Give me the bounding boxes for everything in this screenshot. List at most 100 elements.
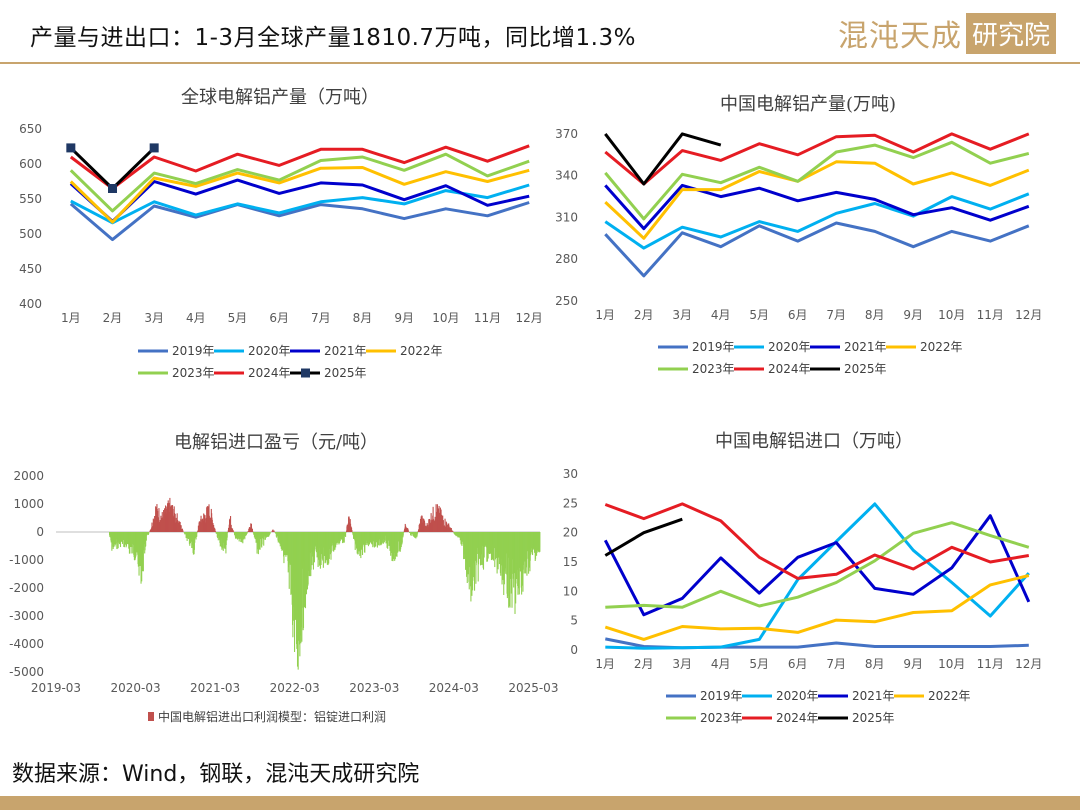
x-tick-label: 3月 [672,657,692,671]
y-tick-label: 370 [555,127,578,141]
chart-title: 中国电解铝进口（万吨） [715,431,913,452]
china-imports-chart-svg: 中国电解铝进口（万吨） 0 5 10 15 20 25 30 1月 2月 3月 4月 5月 6月 7月 8月 9… [563,431,1043,725]
x-tick-label: 7月 [826,308,846,322]
x-tick-label: 9月 [903,308,923,322]
x-tick-label: 8月 [865,657,885,671]
global-production-chart-svg: 全球电解铝产量（万吨） 400 450 500 550 600 650 1月 2月 3月 4月 5月 6… [19,87,543,380]
x-tick-label: 2024-03 [429,681,479,695]
x-tick-label: 7月 [311,311,331,325]
x-tick-label: 4月 [711,657,731,671]
series-line-2022 [69,166,530,224]
x-tick-label: 9月 [394,311,414,325]
y-tick-label: -5000 [9,665,44,679]
x-tick-label: 1月 [595,308,615,322]
y-tick-label: 280 [555,252,578,266]
page-title: 产量与进出口：1-3月全球产量1810.7万吨，同比增1.3% [30,25,636,51]
legend-label: 2023年 [692,362,735,376]
series-line-2019 [69,201,530,242]
x-tick-label: 10月 [938,657,965,671]
legend-label: 2023年 [700,711,743,725]
x-tick-label: 2月 [103,311,123,325]
x-tick-label: 12月 [516,311,543,325]
series-line-2025 [604,517,683,557]
x-tick-label: 2020-03 [110,681,160,695]
series-line-2021 [603,514,1031,617]
y-tick-label: 2000 [13,469,44,483]
y-tick-label: 25 [563,496,578,510]
legend-label: 2020年 [776,689,819,703]
legend-label: 2024年 [776,711,819,725]
logo-box-text: 研究院 [965,12,1056,54]
series-marker-2025 [149,143,159,153]
series-line-2023 [605,521,1030,609]
y-tick-label: 310 [555,210,578,224]
legend-label: 2025年 [844,362,887,376]
y-tick-label: 250 [555,294,578,308]
legend-label: 2019年 [692,340,735,354]
y-tick-label: 15 [563,555,578,569]
legend-marker-2025 [301,368,310,378]
x-tick-label: 2022-03 [270,681,320,695]
y-tick-label: 400 [19,297,42,311]
legend-label: 2020年 [768,340,811,354]
brand-logo: 混沌天成 研究院 [838,10,1056,56]
x-tick-label: 1月 [595,657,615,671]
x-tick-label: 5月 [749,308,769,322]
x-tick-label: 8月 [865,308,885,322]
legend-label: 2019年 [700,689,743,703]
x-tick-label: 11月 [977,308,1004,322]
series-line-2021 [69,178,530,223]
x-tick-label: 11月 [977,657,1004,671]
series-line-2022 [604,574,1030,641]
series-line-2019 [604,221,1030,278]
series-line-2023 [604,140,1030,221]
x-tick-label: 3月 [144,311,164,325]
legend-label: 2023年 [172,366,215,380]
china-imports-chart: 中国电解铝进口（万吨） 0 5 10 15 20 25 30 1月 2月 3月 4月 5月 6月 7月 8月 9… [540,410,1080,745]
legend-label: 2024年 [768,362,811,376]
legend-label: 2022年 [928,689,971,703]
x-tick-label: 2月 [634,657,654,671]
y-tick-label: 10 [563,584,578,598]
chart-title: 中国电解铝产量(万吨) [720,94,896,115]
legend-label: 2021年 [844,340,887,354]
y-tick-label: 340 [555,169,578,183]
legend-label: 2022年 [920,340,963,354]
y-tick-label: 550 [19,192,42,206]
y-tick-label: -4000 [9,637,44,651]
header-divider [0,62,1080,64]
legend-label: 2020年 [248,344,291,358]
x-tick-label: 4月 [186,311,206,325]
y-tick-label: -3000 [9,609,44,623]
x-tick-label: 11月 [474,311,501,325]
chart-title: 电解铝进口盈亏（元/吨） [174,432,378,453]
legend-swatch-profit [148,712,154,721]
series-line-2024 [604,502,1030,580]
x-tick-label: 2021-03 [190,681,240,695]
y-tick-label: 1000 [13,497,44,511]
x-tick-label: 6月 [788,657,808,671]
china-production-chart-svg: 中国电解铝产量(万吨) 250 280 310 340 370 1月 2月 3月 4月 5月 6月 7月… [555,94,1042,376]
y-tick-label: 20 [563,526,578,540]
y-tick-label: 600 [19,157,42,171]
y-tick-label: 0 [570,643,578,657]
x-tick-label: 8月 [353,311,373,325]
china-production-chart: 中国电解铝产量(万吨) 250 280 310 340 370 1月 2月 3月 4月 5月 6月 7月… [540,70,1080,400]
series-line-2020 [604,192,1030,250]
x-tick-label: 2025-03 [508,681,558,695]
y-tick-label: 30 [563,467,578,481]
legend-label: 2021年 [324,344,367,358]
series-line-2025 [604,132,722,186]
series-line-2023 [69,152,530,213]
x-tick-label: 7月 [826,657,846,671]
data-source-note: 数据来源：Wind，钢联，混沌天成研究院 [12,762,420,787]
x-tick-label: 12月 [1015,308,1042,322]
series-marker-2025 [108,184,117,193]
logo-text: 混沌天成 [837,19,962,54]
x-tick-label: 12月 [1015,657,1042,671]
x-tick-label: 10月 [938,308,965,322]
legend-label: 2021年 [852,689,895,703]
y-tick-label: 5 [570,614,578,628]
import-profit-chart-svg: 电解铝进口盈亏（元/吨） -5000 -4000 -3000 -2000 -1000 0 10… [9,432,558,724]
series-line-2022 [604,160,1030,240]
